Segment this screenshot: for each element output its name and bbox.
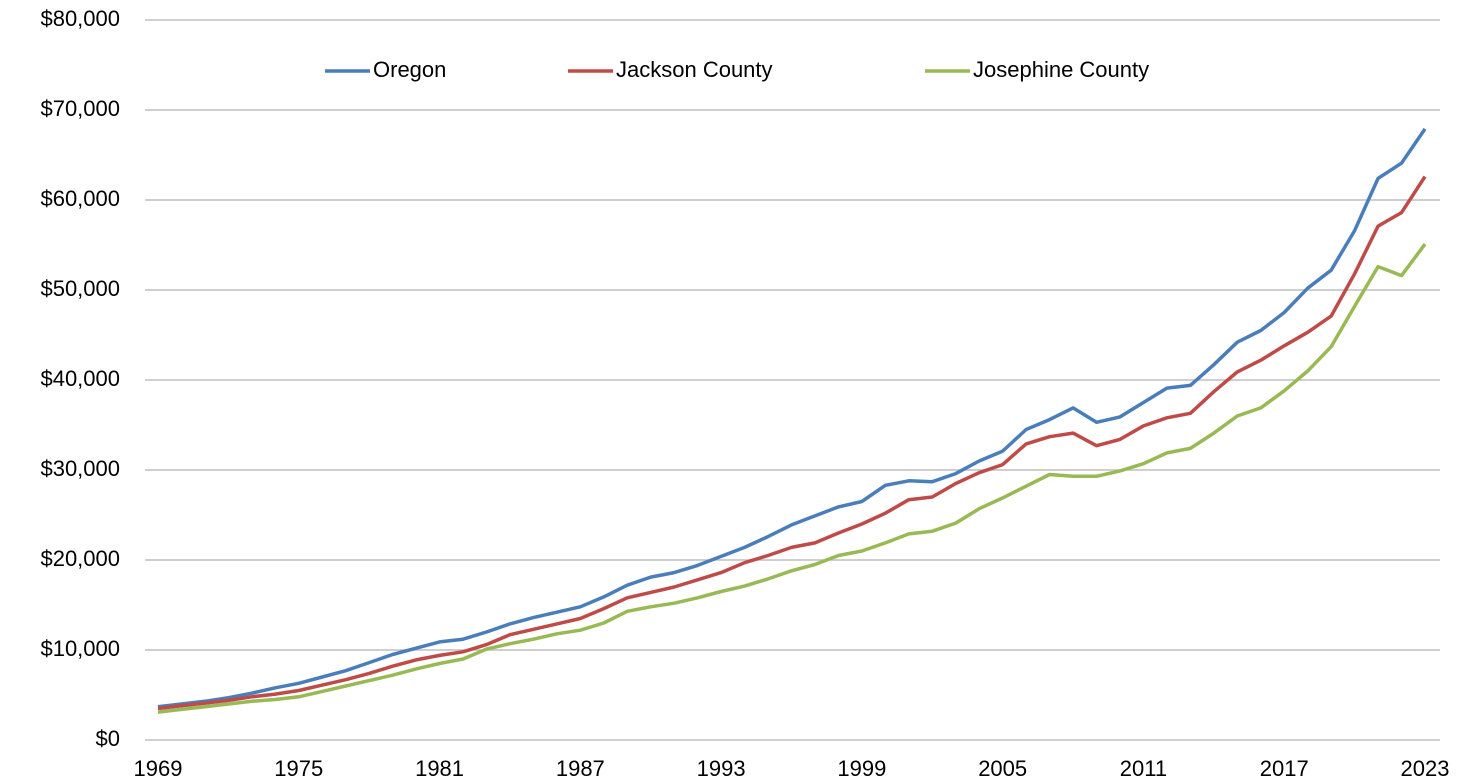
x-tick-label: 2023 [1401, 756, 1450, 781]
y-tick-label: $70,000 [40, 96, 120, 121]
y-tick-label: $10,000 [40, 636, 120, 661]
x-tick-label: 1993 [697, 756, 746, 781]
x-tick-label: 1981 [415, 756, 464, 781]
legend-label: Josephine County [973, 57, 1149, 82]
series-line [157, 127, 1427, 709]
series-line [157, 175, 1427, 711]
y-tick-label: $30,000 [40, 456, 120, 481]
y-tick-label: $60,000 [40, 186, 120, 211]
y-tick-label: $40,000 [40, 366, 120, 391]
x-tick-label: 2011 [1120, 756, 1167, 781]
y-tick-label: $20,000 [40, 546, 120, 571]
y-tick-label: $50,000 [40, 276, 120, 301]
y-tick-label: $0 [96, 726, 120, 751]
legend-label: Jackson County [616, 57, 773, 82]
x-tick-label: 2017 [1260, 756, 1309, 781]
x-tick-label: 1969 [134, 756, 183, 781]
x-tick-label: 2005 [978, 756, 1027, 781]
x-tick-label: 1999 [837, 756, 886, 781]
legend-label: Oregon [373, 57, 446, 82]
series-line [157, 243, 1427, 714]
x-tick-label: 1975 [274, 756, 323, 781]
x-tick-label: 1987 [556, 756, 605, 781]
y-tick-label: $80,000 [40, 6, 120, 31]
